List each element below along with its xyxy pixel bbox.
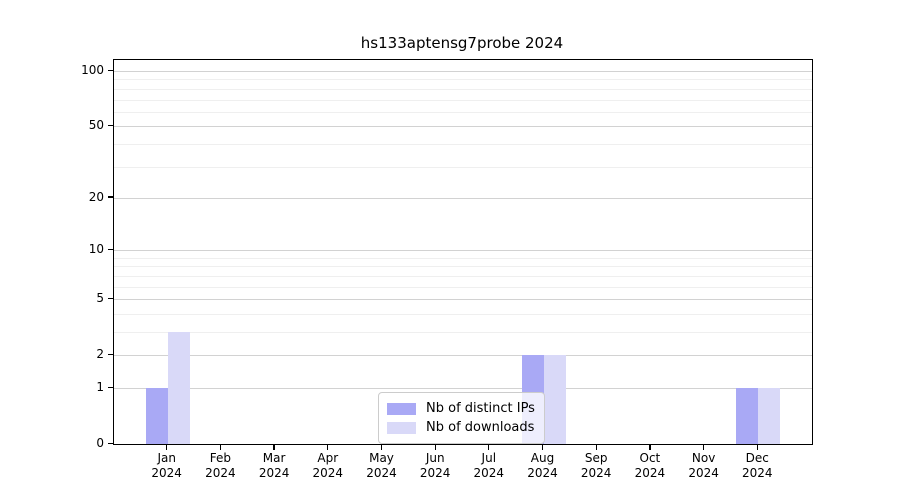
y-gridline-minor-40 [114, 143, 812, 145]
x-tick-label-feb: Feb 2024 [190, 451, 250, 481]
x-tick-year: 2024 [258, 466, 290, 480]
legend-label-downloads: Nb of downloads [426, 420, 535, 435]
legend-swatch-distinct-ips [387, 402, 416, 415]
legend-swatch-downloads [387, 421, 416, 434]
y-tick-label-100: 100 [81, 63, 104, 77]
x-tick-mark-apr [327, 444, 329, 450]
x-tick-label-mar: Mar 2024 [244, 451, 304, 481]
y-gridline-minor-70 [114, 99, 812, 101]
x-tick-label-nov: Nov 2024 [674, 451, 734, 481]
y-tick-mark-20 [108, 196, 113, 198]
x-tick-month: Aug [530, 451, 555, 465]
bar-nb-of-downloads-jan [167, 332, 190, 444]
y-gridline-minor-90 [114, 79, 812, 81]
x-tick-label-jan: Jan 2024 [137, 451, 197, 481]
y-tick-label-10: 10 [88, 242, 104, 257]
x-tick-mark-feb [219, 444, 222, 450]
y-gridline-100 [114, 71, 812, 72]
x-tick-month: May [369, 451, 394, 465]
y-tick-mark-2 [108, 353, 113, 356]
x-tick-month: Nov [691, 451, 716, 465]
bar-nb-of-downloads-aug [543, 355, 566, 444]
plot-area [113, 59, 813, 445]
y-tick-label-1: 1 [96, 380, 104, 394]
x-tick-mark-oct [649, 444, 651, 450]
x-tick-label-oct: Oct 2024 [620, 451, 680, 481]
y-tick-mark-1 [108, 386, 113, 388]
x-tick-month: Apr [317, 451, 339, 465]
y-tick-label-20: 20 [88, 189, 104, 204]
x-tick-month: Dec [745, 451, 769, 465]
x-tick-mark-jul [488, 444, 490, 450]
x-tick-year: 2024 [742, 466, 773, 480]
x-tick-year: 2024 [688, 466, 719, 480]
x-tick-label-jun: Jun 2024 [405, 451, 465, 481]
y-gridline-50 [114, 126, 812, 128]
y-gridline-minor-30 [114, 166, 812, 168]
y-gridline-minor-3 [114, 332, 812, 333]
x-tick-month: Jan [157, 451, 176, 465]
y-gridline-1 [114, 388, 812, 389]
legend: Nb of distinct IPs Nb of downloads [378, 392, 545, 444]
y-tick-mark-0 [108, 442, 113, 444]
y-tick-label-50: 50 [88, 118, 104, 133]
x-tick-year: 2024 [419, 466, 451, 480]
x-tick-mark-sep [595, 444, 597, 450]
y-gridline-minor-6 [114, 286, 812, 288]
legend-label-distinct-ips: Nb of distinct IPs [426, 401, 535, 416]
legend-row-distinct-ips: Nb of distinct IPs [387, 400, 535, 417]
x-tick-year: 2024 [527, 466, 558, 480]
y-gridline-2 [114, 355, 812, 357]
y-gridline-minor-8 [114, 266, 812, 268]
x-tick-year: 2024 [366, 466, 397, 480]
bar-nb-of-distinct-ips-dec [736, 388, 759, 444]
y-gridline-minor-60 [114, 111, 812, 113]
y-gridline-minor-80 [114, 88, 812, 90]
x-tick-mark-aug [541, 444, 544, 450]
x-tick-year: 2024 [312, 466, 344, 480]
x-tick-year: 2024 [205, 466, 236, 480]
x-tick-label-apr: Apr 2024 [298, 451, 358, 481]
x-tick-year: 2024 [580, 466, 612, 480]
y-tick-mark-5 [108, 297, 113, 300]
y-gridline-10 [114, 250, 812, 252]
y-tick-label-0: 0 [96, 436, 104, 450]
x-tick-mark-jun [434, 444, 436, 450]
x-tick-mark-mar [273, 444, 275, 450]
bar-nb-of-distinct-ips-jan [145, 388, 168, 444]
x-tick-year: 2024 [634, 466, 666, 480]
x-tick-mark-jan [166, 444, 168, 450]
y-gridline-5 [114, 299, 812, 301]
x-tick-mark-dec [756, 444, 758, 450]
x-tick-month: Jul [481, 451, 497, 465]
x-tick-month: Sep [584, 451, 608, 465]
x-tick-year: 2024 [473, 466, 505, 480]
x-tick-label-sep: Sep 2024 [566, 451, 626, 481]
y-tick-mark-50 [108, 124, 113, 127]
y-tick-mark-10 [108, 248, 113, 251]
x-tick-mark-nov [702, 444, 705, 450]
legend-row-downloads: Nb of downloads [387, 419, 535, 436]
x-tick-month: Jun [425, 451, 445, 465]
x-tick-month: Feb [209, 451, 232, 465]
y-tick-label-2: 2 [96, 347, 104, 362]
x-tick-month: Oct [639, 451, 661, 465]
x-tick-label-aug: Aug 2024 [513, 451, 573, 481]
y-gridline-minor-7 [114, 275, 812, 277]
x-tick-label-jul: Jul 2024 [459, 451, 519, 481]
x-tick-mark-may [380, 444, 383, 450]
y-tick-label-5: 5 [96, 291, 104, 306]
x-tick-label-may: May 2024 [352, 451, 412, 481]
y-tick-mark-100 [108, 69, 113, 71]
bar-nb-of-downloads-dec [758, 388, 781, 444]
x-tick-label-dec: Dec 2024 [727, 451, 787, 481]
x-tick-month: Mar [262, 451, 286, 465]
y-gridline-20 [114, 197, 812, 199]
chart-title: hs133aptensg7probe 2024 [360, 34, 564, 52]
y-gridline-minor-9 [114, 257, 812, 259]
x-tick-year: 2024 [151, 466, 182, 480]
y-gridline-minor-4 [114, 313, 812, 315]
